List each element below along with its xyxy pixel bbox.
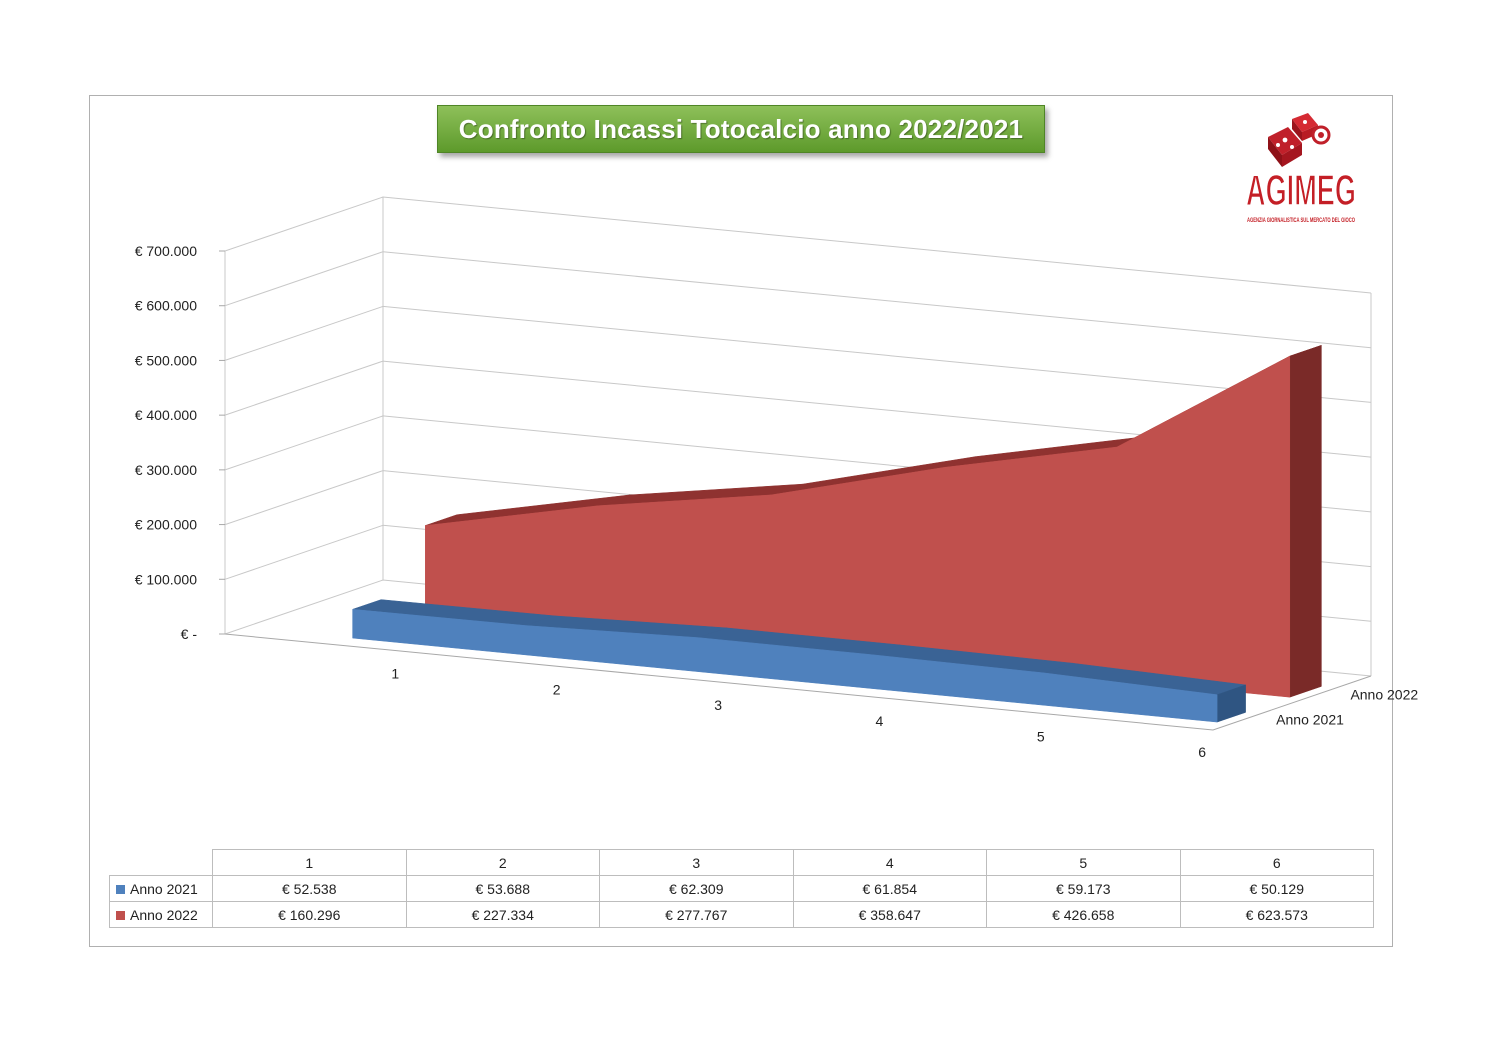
data-table-header: 5 — [986, 849, 1181, 876]
series-layer — [352, 344, 1322, 723]
x-tick-label: 5 — [1037, 728, 1045, 744]
data-table-header: 4 — [792, 849, 987, 876]
data-table-header: 6 — [1179, 849, 1374, 876]
agimeg-logo: AGIMEG AGENZIA GIORNALISTICA SUL MERCATO… — [1245, 113, 1357, 224]
logo-subtitle: AGENZIA GIORNALISTICA SUL MERCATO DEL GI… — [1247, 217, 1355, 224]
data-cell: € 61.854 — [792, 875, 987, 902]
series-axis-label: Anno 2021 — [1276, 712, 1344, 728]
data-cell: € 62.309 — [599, 875, 794, 902]
legend-label-2022: Anno 2022 — [130, 906, 198, 923]
series-anno-2022 — [425, 344, 1322, 698]
data-cell: € 50.129 — [1179, 875, 1374, 902]
legend-item-2021: Anno 2021 — [109, 875, 213, 902]
x-tick-label: 2 — [553, 681, 561, 697]
data-cell: € 53.688 — [405, 875, 600, 902]
y-tick-label: € 100.000 — [135, 571, 197, 587]
series-anno-2021 — [352, 599, 1246, 723]
data-table-row-2022: Anno 2022 € 160.296 € 227.334 € 277.767 … — [109, 901, 1374, 928]
data-cell: € 623.573 — [1179, 901, 1374, 928]
data-table-header: 3 — [599, 849, 794, 876]
data-table-header: 1 — [212, 849, 407, 876]
y-tick-label: € 700.000 — [135, 243, 197, 259]
gridline — [224, 305, 1372, 403]
dice-icon — [1268, 113, 1331, 167]
data-table-header-row: 1 2 3 4 5 6 — [109, 849, 1374, 876]
data-table: 1 2 3 4 5 6 Anno 2021 € 52.538 € 53.688 … — [109, 849, 1374, 928]
data-table-header: 2 — [405, 849, 600, 876]
data-table-row-2021: Anno 2021 € 52.538 € 53.688 € 62.309 € 6… — [109, 875, 1374, 902]
legend-swatch-2022 — [116, 910, 125, 920]
gridline — [224, 196, 1372, 294]
y-tick-label: € 200.000 — [135, 517, 197, 533]
data-cell: € 160.296 — [212, 901, 407, 928]
data-cell: € 358.647 — [792, 901, 987, 928]
x-tick-label: 3 — [714, 697, 722, 713]
chart-title-box: Confronto Incassi Totocalcio anno 2022/2… — [437, 105, 1045, 153]
y-tick-label: € 300.000 — [135, 462, 197, 478]
data-cell: € 59.173 — [986, 875, 1181, 902]
legend-item-2022: Anno 2022 — [109, 901, 213, 928]
x-tick-label: 6 — [1198, 744, 1206, 760]
area-side-face — [1289, 344, 1322, 698]
data-cell: € 52.538 — [212, 875, 407, 902]
data-cell: € 426.658 — [986, 901, 1181, 928]
data-table-corner — [109, 849, 213, 876]
data-cell: € 277.767 — [599, 901, 794, 928]
logo-wordmark: AGIMEG — [1246, 166, 1356, 215]
chart-title: Confronto Incassi Totocalcio anno 2022/2… — [458, 113, 1024, 144]
legend-swatch-2021 — [116, 884, 125, 894]
floor-edge — [224, 633, 1372, 731]
y-tick-label: € 400.000 — [135, 407, 197, 423]
x-tick-label: 1 — [391, 666, 399, 682]
legend-label-2021: Anno 2021 — [130, 880, 198, 897]
y-tick-label: € 500.000 — [135, 352, 197, 368]
series-axis-label: Anno 2022 — [1350, 686, 1418, 702]
x-tick-label: 4 — [876, 713, 884, 729]
axes — [219, 250, 1372, 731]
axis-labels: € - € 100.000 € 200.000 € 300.000 € 400.000 €… — [135, 243, 1419, 760]
gridline — [224, 251, 1372, 349]
data-cell: € 227.334 — [405, 901, 600, 928]
y-tick-label: € 600.000 — [135, 298, 197, 314]
y-tick-label: € - — [181, 626, 198, 642]
